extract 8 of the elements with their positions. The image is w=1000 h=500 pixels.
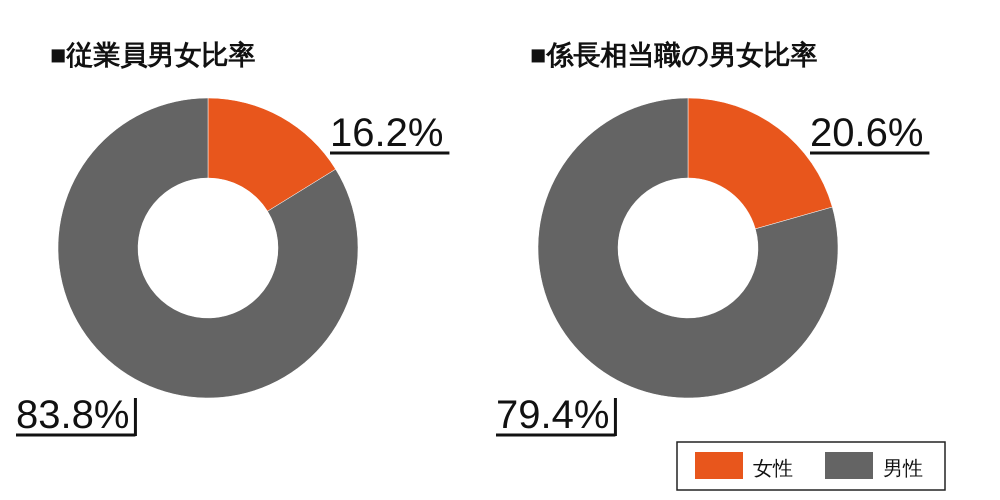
chart-title: ■係長相当職の男女比率 bbox=[530, 40, 818, 70]
legend-label: 男性 bbox=[883, 458, 923, 480]
data-label: 16.2% bbox=[330, 111, 444, 155]
data-label: 79.4% bbox=[496, 393, 610, 437]
data-label: 20.6% bbox=[810, 111, 924, 155]
legend-label: 女性 bbox=[753, 458, 793, 480]
data-label: 83.8% bbox=[16, 393, 130, 437]
chart-title: ■従業員男女比率 bbox=[50, 40, 256, 70]
